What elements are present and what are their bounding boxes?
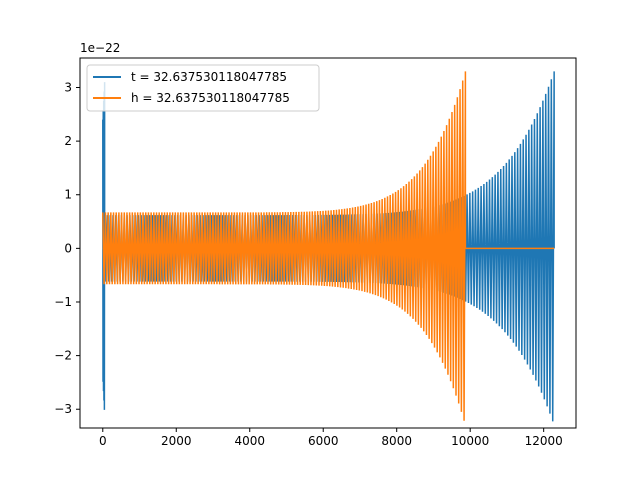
x-tick-label: 4000 [234, 434, 265, 448]
y-tick-label: 2 [64, 134, 72, 148]
plot-area-frame [79, 57, 577, 429]
y-offset-label: 1e−22 [80, 41, 120, 55]
y-tick-label: 1 [64, 188, 72, 202]
legend-box [86, 64, 320, 112]
y-tick-label: 0 [64, 241, 72, 255]
legend: t = 32.637530118047785 h = 32.6375301180… [86, 64, 320, 112]
y-tick-label: 3 [64, 80, 72, 94]
y-tick-label: −2 [54, 349, 72, 363]
x-tick-label: 6000 [308, 434, 339, 448]
series-layer [102, 71, 555, 422]
x-tick-label: 2000 [161, 434, 192, 448]
legend-label-0: t = 32.637530118047785 [131, 70, 287, 84]
y-tick-label: −1 [54, 295, 72, 309]
x-axis: 0 2000 4000 6000 8000 10000 12000 [99, 428, 563, 448]
x-tick-label: 0 [99, 434, 107, 448]
legend-label-1: h = 32.637530118047785 [131, 91, 290, 105]
y-tick-label: −3 [54, 402, 72, 416]
series-1-line-0 [102, 71, 467, 421]
x-tick-label: 10000 [451, 434, 489, 448]
y-axis: −3 −2 −1 0 1 2 3 [54, 80, 80, 416]
series-1 [102, 71, 555, 421]
x-tick-label: 8000 [381, 434, 412, 448]
x-tick-label: 12000 [525, 434, 563, 448]
